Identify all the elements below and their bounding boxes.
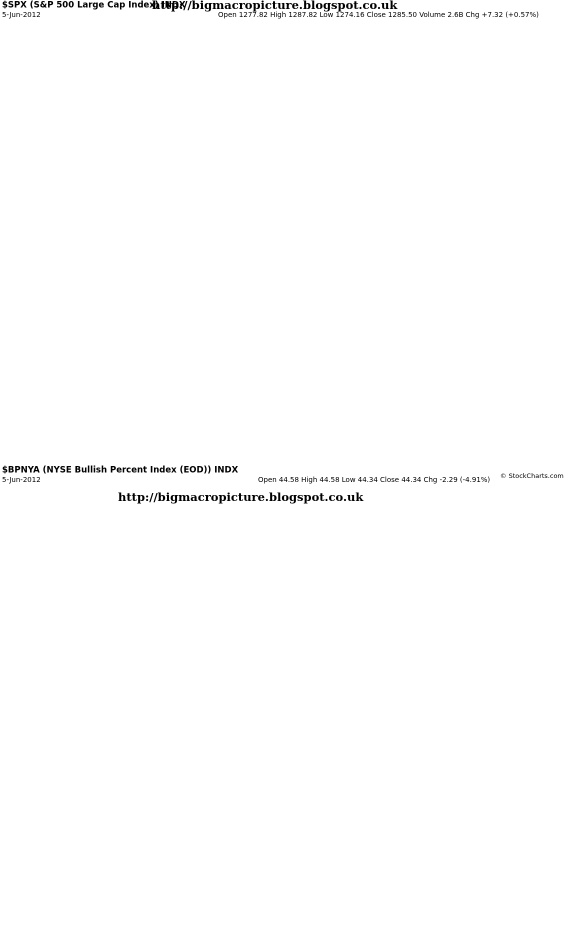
chart-title: $BPNYA (NYSE Bullish Percent Index (EOD)… xyxy=(2,466,239,476)
chart-date: 5-Jun-2012 xyxy=(2,11,41,19)
chart-date: 5-Jun-2012 xyxy=(2,476,41,484)
quote: Open 1277.82 High 1287.82 Low 1274.16 Cl… xyxy=(218,11,539,19)
url: http://bigmacropicture.blogspot.co.uk xyxy=(118,490,364,504)
url: http://bigmacropicture.blogspot.co.uk xyxy=(152,0,398,12)
chart-title: $SPX (S&P 500 Large Cap Index) INDX xyxy=(2,1,186,11)
source: © StockCharts.com xyxy=(500,472,564,480)
quote: Open 44.58 High 44.58 Low 44.34 Close 44… xyxy=(258,476,490,484)
